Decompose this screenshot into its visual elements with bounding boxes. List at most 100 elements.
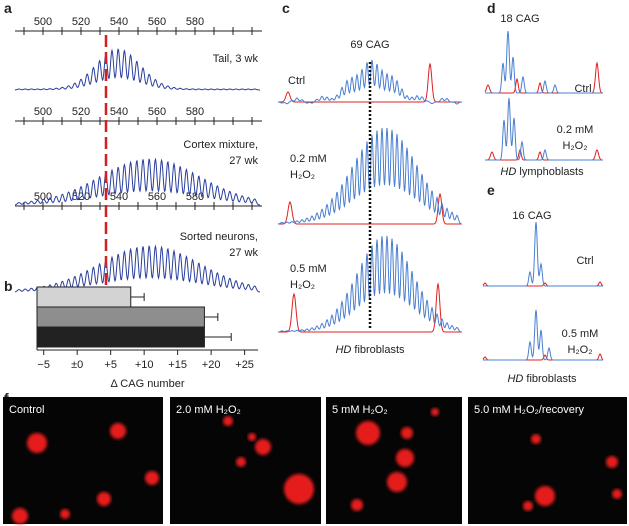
cell-italic: HD (335, 344, 351, 356)
condition-label: 0.2 mM (557, 124, 594, 136)
image-label: 2.0 mM H₂O₂ (176, 404, 241, 416)
axis-tick-label: 540 (110, 191, 128, 203)
error-bar (130, 293, 145, 301)
trace (483, 221, 603, 287)
condition-label: Ctrl (576, 255, 593, 267)
x-tick-label: −5 (37, 359, 50, 371)
condition-label: Ctrl (574, 83, 591, 95)
trace (14, 244, 261, 293)
trace (483, 309, 603, 361)
repeat-label: 18 CAG (500, 13, 539, 25)
x-tick-label: +15 (168, 359, 187, 371)
trace (14, 48, 260, 91)
sample-label: Tail, 3 wk (213, 53, 259, 65)
axis-tick-label: 580 (186, 16, 204, 28)
bar (36, 306, 205, 328)
cell-name: lymphoblasts (519, 166, 584, 178)
condition-label: 0.2 mM (290, 153, 327, 165)
cell-nucleus (223, 416, 233, 426)
cell-nucleus (431, 408, 439, 416)
axis-tick-label: 580 (186, 106, 204, 118)
cell-label: HD fibroblasts (335, 344, 405, 356)
x-tick-label: ±0 (71, 359, 83, 371)
cell-name: fibroblasts (526, 373, 577, 385)
cell-nucleus (612, 489, 622, 499)
axis-tick-label: 560 (148, 16, 166, 28)
axis-tick-label: 580 (186, 191, 204, 203)
trace (278, 282, 462, 333)
condition-label: H₂O₂ (290, 169, 315, 181)
x-tick-label: +20 (202, 359, 221, 371)
cell-nucleus (236, 457, 246, 467)
cell-nucleus (531, 434, 541, 444)
bar (36, 326, 205, 348)
axis-tick-label: 520 (72, 16, 90, 28)
repeat-label: 16 CAG (512, 210, 551, 222)
error-bar (204, 333, 232, 341)
condition-label: H₂O₂ (562, 140, 587, 152)
error-bar (204, 313, 219, 321)
axis-tick-label: 520 (72, 106, 90, 118)
image-label: 5.0 mM H₂O₂/recovery (474, 404, 585, 416)
axis-tick-label: 540 (110, 16, 128, 28)
cell-nucleus (606, 456, 618, 468)
cell-italic: HD (507, 373, 523, 385)
axis-tick-label: 560 (148, 106, 166, 118)
condition-label: 0.5 mM (562, 328, 599, 340)
image-label: 5 mM H₂O₂ (332, 404, 388, 416)
cell-nucleus (284, 474, 314, 504)
sample-label: Cortex mixture, (183, 139, 258, 151)
cell-name: fibroblasts (354, 344, 405, 356)
micrograph (3, 397, 163, 524)
axis-tick-label: 540 (110, 106, 128, 118)
panel-label: d (487, 0, 496, 16)
sample-label: 27 wk (229, 247, 258, 259)
x-tick-label: +5 (104, 359, 117, 371)
axis-tick-label: 500 (34, 191, 52, 203)
micrograph (326, 397, 462, 524)
trace (14, 157, 261, 206)
x-tick-label: +10 (135, 359, 154, 371)
repeat-label: 69 CAG (350, 39, 389, 51)
cell-nucleus (27, 433, 47, 453)
cell-nucleus (387, 472, 407, 492)
cell-nucleus (145, 471, 159, 485)
trace (485, 97, 603, 161)
cell-nucleus (248, 433, 256, 441)
cell-nucleus (255, 439, 271, 455)
condition-label: H₂O₂ (567, 344, 592, 356)
cell-nucleus (110, 423, 126, 439)
panel-label: c (282, 0, 290, 16)
cell-nucleus (401, 427, 413, 439)
panel-label: e (487, 182, 495, 198)
x-tick-label: +25 (235, 359, 254, 371)
condition-label: Ctrl (288, 75, 305, 87)
panel-label: a (4, 0, 12, 16)
cell-nucleus (60, 509, 70, 519)
image-label: Control (9, 404, 44, 416)
axis-tick-label: 500 (34, 106, 52, 118)
cell-nucleus (97, 492, 111, 506)
condition-label: 0.5 mM (290, 263, 327, 275)
cell-nucleus (535, 486, 555, 506)
cell-label: HD lymphoblasts (500, 166, 584, 178)
bar (36, 286, 132, 308)
axis-tick-label: 500 (34, 16, 52, 28)
axis-tick-label: 560 (148, 191, 166, 203)
sample-label: 27 wk (229, 155, 258, 167)
cell-nucleus (523, 501, 533, 511)
cell-label: HD fibroblasts (507, 373, 577, 385)
trace (485, 30, 603, 94)
cell-nucleus (356, 421, 380, 445)
cell-nucleus (12, 508, 28, 524)
x-axis-label: Δ CAG number (111, 378, 185, 390)
cell-nucleus (351, 499, 363, 511)
sample-label: Sorted neurons, (180, 231, 258, 243)
condition-label: H₂O₂ (290, 279, 315, 291)
cell-nucleus (396, 449, 414, 467)
panel-label: b (4, 278, 13, 294)
cell-italic: HD (500, 166, 516, 178)
trace (278, 235, 462, 333)
